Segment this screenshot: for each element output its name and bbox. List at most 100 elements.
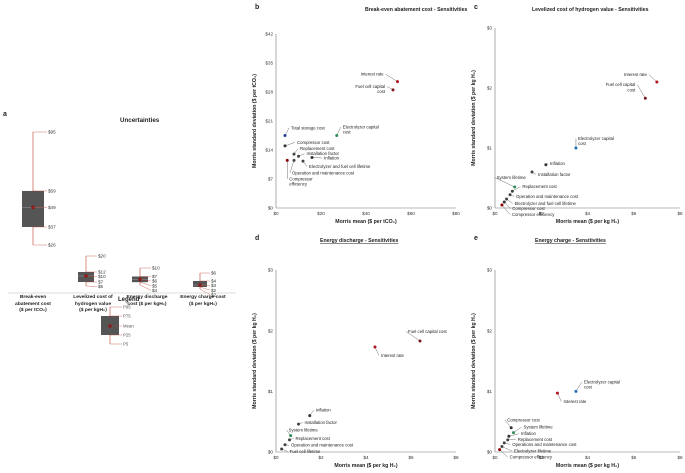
box-value-leader <box>85 275 98 277</box>
chart-title-d: Energy discharge - Sensitivities <box>320 238 399 244</box>
legend-item-p75: P75 <box>123 314 131 319</box>
point-label-operation-and-maintenance-cost: Operation and maintenance cost <box>291 443 354 448</box>
point-label-compressor-efficiency: Compressor efficiency <box>289 176 313 186</box>
leader-line <box>501 446 513 452</box>
leader-line <box>513 426 522 433</box>
point-label-compressor-cost: Compressor cost <box>507 418 540 423</box>
y-tick-label: $35 <box>265 61 273 66</box>
box-value-leader <box>199 288 211 295</box>
point-label-fuel-cell-lifetime: Fuel cell lifetime <box>290 449 321 454</box>
box-value-label: $10 <box>152 266 160 271</box>
category-label: Energy charge cost ($ per kgH₂) <box>180 295 226 307</box>
leader-line <box>648 74 657 83</box>
chart-title-c: Levelized cost of hydrogen value - Sensi… <box>532 7 649 13</box>
category-label: Break-even abatement cost ($ per tCO₂) <box>15 295 51 314</box>
point-label-replacement-cost: Replacement cost <box>518 437 553 442</box>
box-value-label: $10 <box>98 274 106 279</box>
leader-line <box>512 186 521 192</box>
x-tick-label: $6 <box>408 455 414 460</box>
point-label-interest-rate: Interest rate <box>381 353 405 358</box>
box-value-leader <box>139 284 152 291</box>
y-tick-label: $2 <box>268 328 274 333</box>
x-tick-label: $8 <box>453 455 459 460</box>
box-plot-uncertainties: $95$59$49$37$26$20$12$10$7$5$10$7$6$5$4$… <box>8 130 236 297</box>
point-label-installation-factor: Installation factor <box>305 420 338 425</box>
point-compressor-cost <box>502 200 506 204</box>
point-replacement-cost <box>292 152 296 156</box>
legend-item-p5: P5 <box>123 342 129 347</box>
leader-line <box>385 73 398 82</box>
point-electrolyzer-and-fuel-cell-lifetime <box>301 159 305 163</box>
leader-line <box>289 160 295 173</box>
point-electrolyzer-and-fuel-cell-lifetime <box>505 197 509 201</box>
point-label-compressor-cost: Compressor cost <box>297 140 330 145</box>
leader-line <box>505 420 512 428</box>
x-axis-label-c: Morris mean ($ per kg H₂) <box>556 219 619 225</box>
legend-item-p95: P95 <box>123 305 131 310</box>
box-value-leader <box>199 284 211 286</box>
leader-line <box>284 142 296 147</box>
leader-line <box>494 177 515 188</box>
box-value-label: $4 <box>211 279 217 284</box>
point-installation-factor <box>530 170 534 174</box>
box-plot-legend: P95 P75 Mean P25 P5 <box>101 305 134 347</box>
point-interest-rate <box>396 80 399 84</box>
point-replacement-cost <box>506 438 510 442</box>
point-installation-factor <box>297 422 300 426</box>
point-label-system-lifetime: System lifetime <box>289 428 319 433</box>
panel-d-label: d <box>255 235 260 242</box>
point-replacement-cost <box>288 438 291 442</box>
point-label-interest-rate: Interest rate <box>361 72 385 77</box>
point-label-operation-and-maintenance-cost: Operation and maintenance cost <box>516 194 579 199</box>
point-label-interest-rate: Interest rate <box>563 399 587 404</box>
point-label-compressor-cost: Compressor cost <box>512 206 545 211</box>
point-label-replacement-cost: Replacement cost <box>296 436 331 441</box>
point-operation-and-maintenance-cost <box>292 158 296 162</box>
panel-a-label: a <box>3 111 7 118</box>
y-axis-label-b: Morris standard deviation ($ per tCO₂) <box>252 74 258 168</box>
box-value-label: $49 <box>48 205 56 210</box>
point-system-lifetime <box>289 434 293 438</box>
legend-title: Legend <box>118 297 140 303</box>
leader-line <box>508 433 519 437</box>
y-tick-label: $3 <box>268 268 274 273</box>
legend-item-p25: P25 <box>123 333 131 338</box>
x-tick-label: $0 <box>273 455 279 460</box>
x-tick-label: $2 <box>318 455 324 460</box>
point-label-compressor-efficiency: Compressor efficiency <box>512 212 555 217</box>
y-axis-label-d: Morris standard deviation ($ per kg H₂) <box>252 313 258 409</box>
x-tick-label: $20 <box>317 211 325 216</box>
point-total-storage-cost <box>283 134 287 137</box>
y-tick-label: $2 <box>487 328 493 333</box>
point-label-system-lifetime: System lifetime <box>524 425 554 430</box>
y-axis-label-c: Morris standard deviation ($ per kg H₂) <box>471 70 477 166</box>
y-tick-label: $0 <box>487 206 493 211</box>
point-electrolyzer-capital-cost <box>574 146 578 150</box>
point-label-electrolyzer-lifetime: Electrolyzer lifetime <box>514 449 552 454</box>
point-inflation <box>507 434 511 438</box>
y-tick-label: $0 <box>487 450 493 455</box>
y-tick-label: $1 <box>487 146 493 151</box>
leader-line <box>374 346 380 356</box>
legend-item-mean: Mean <box>123 324 134 329</box>
point-operation-and-maintenance-cost <box>508 193 512 197</box>
y-tick-label: $0 <box>268 450 274 455</box>
y-axis-label-e: Morris standard deviation ($ per kg H₂) <box>471 313 477 409</box>
point-system-lifetime <box>512 431 515 435</box>
leader-line <box>311 157 323 159</box>
point-label-electrolyzer-and-fuel-cell-lifetime: Electrolyzer and fuel cell lifetime <box>515 201 577 206</box>
leader-line <box>637 84 646 99</box>
point-label-electrolyzer-capital-cost: Electrolyzer capital cost <box>584 379 620 389</box>
point-installation-factor <box>297 154 300 158</box>
chart-title-b: Break-even abatement cost - Sensitivitie… <box>365 7 467 13</box>
point-label-replacement-cost: Replacement cost <box>522 184 557 189</box>
point-electrolyzer-capital-cost <box>335 134 339 137</box>
point-fuel-cell-capital-cost <box>418 339 422 343</box>
x-tick-label: $40 <box>362 211 370 216</box>
point-label-replacement-cost: Replacement cost <box>300 146 335 151</box>
x-tick-label: $0 <box>492 211 498 216</box>
point-compressor-efficiency <box>500 203 504 207</box>
